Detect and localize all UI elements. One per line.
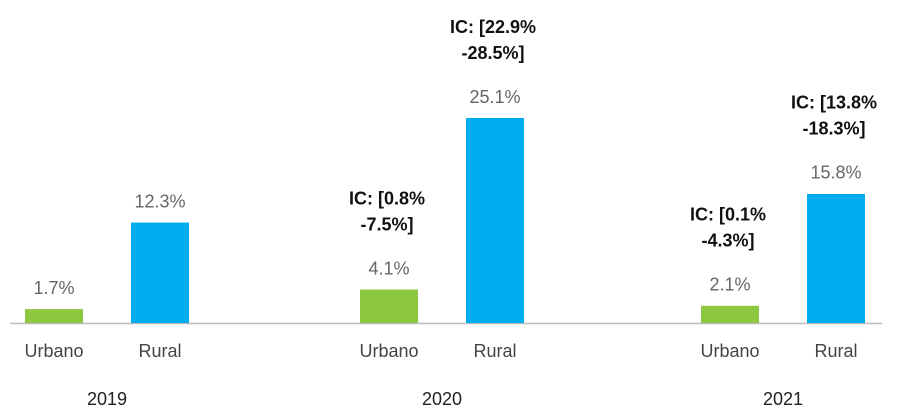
bar bbox=[807, 193, 865, 323]
bar-label: Rural bbox=[138, 341, 181, 361]
ci-label: IC: [0.1% bbox=[690, 205, 766, 225]
bar-label: Urbano bbox=[700, 341, 759, 361]
ci-label: -7.5%] bbox=[360, 214, 413, 234]
ci-label: IC: [13.8% bbox=[791, 93, 877, 113]
bar-label: Rural bbox=[814, 341, 857, 361]
ci-label: IC: [22.9% bbox=[450, 17, 536, 37]
bar bbox=[701, 305, 759, 323]
bar-label: Rural bbox=[473, 341, 516, 361]
ci-label: -28.5%] bbox=[461, 43, 524, 63]
bar bbox=[360, 289, 418, 323]
value-label: 4.1% bbox=[368, 258, 409, 278]
year-label: 2021 bbox=[763, 389, 803, 409]
value-label: 2.1% bbox=[709, 275, 750, 295]
value-label: 12.3% bbox=[134, 191, 185, 211]
bar bbox=[131, 222, 189, 323]
bar bbox=[466, 118, 524, 323]
ci-label: -18.3%] bbox=[802, 119, 865, 139]
bar-label: Urbano bbox=[24, 341, 83, 361]
value-label: 1.7% bbox=[33, 278, 74, 298]
value-label: 15.8% bbox=[810, 163, 861, 183]
value-label: 25.1% bbox=[469, 87, 520, 107]
bar bbox=[25, 309, 83, 323]
ci-label: IC: [0.8% bbox=[349, 188, 425, 208]
year-label: 2019 bbox=[87, 389, 127, 409]
year-label: 2020 bbox=[422, 389, 462, 409]
bar-label: Urbano bbox=[359, 341, 418, 361]
ci-label: -4.3%] bbox=[701, 231, 754, 251]
